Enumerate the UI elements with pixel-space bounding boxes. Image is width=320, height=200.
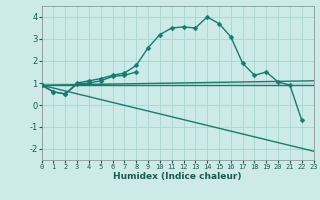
X-axis label: Humidex (Indice chaleur): Humidex (Indice chaleur)	[113, 172, 242, 181]
